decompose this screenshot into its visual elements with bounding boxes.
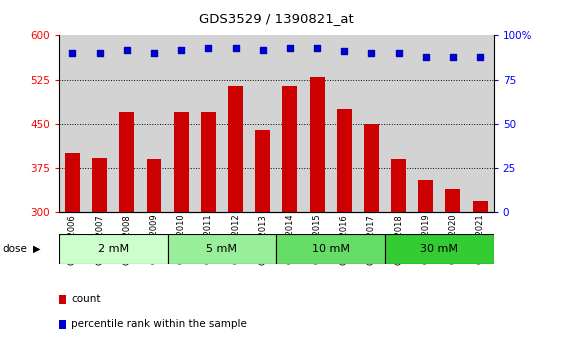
Text: 30 mM: 30 mM: [420, 244, 458, 254]
Bar: [222, 35, 249, 212]
Bar: [228, 86, 243, 212]
Bar: [174, 112, 188, 212]
Bar: [439, 35, 467, 212]
Point: [394, 50, 403, 56]
Text: percentile rank within the sample: percentile rank within the sample: [71, 319, 247, 329]
Bar: [92, 158, 107, 212]
Bar: [472, 201, 488, 212]
Bar: [276, 234, 385, 264]
Bar: [282, 86, 297, 212]
Bar: [249, 35, 276, 212]
Point: [340, 48, 349, 54]
Bar: [168, 35, 195, 212]
Bar: [59, 35, 86, 212]
Text: 5 mM: 5 mM: [206, 244, 237, 254]
Text: 2 mM: 2 mM: [98, 244, 129, 254]
Bar: [385, 234, 494, 264]
Bar: [337, 109, 352, 212]
Point: [421, 54, 430, 59]
Text: count: count: [71, 294, 101, 304]
Point: [476, 54, 485, 59]
Bar: [201, 112, 216, 212]
Bar: [330, 35, 358, 212]
Bar: [419, 180, 433, 212]
Bar: [146, 159, 162, 212]
Text: 10 mM: 10 mM: [312, 244, 350, 254]
Point: [448, 54, 457, 59]
Point: [286, 45, 295, 51]
Point: [68, 50, 77, 56]
Point: [204, 45, 213, 51]
Bar: [86, 35, 113, 212]
Point: [258, 47, 267, 52]
Bar: [255, 130, 270, 212]
Bar: [412, 35, 439, 212]
Bar: [168, 234, 276, 264]
Bar: [304, 35, 330, 212]
Point: [95, 50, 104, 56]
Bar: [391, 159, 406, 212]
Point: [312, 45, 321, 51]
Text: ▶: ▶: [33, 244, 40, 254]
Point: [122, 47, 131, 52]
Bar: [276, 35, 304, 212]
Point: [177, 47, 186, 52]
Point: [367, 50, 376, 56]
Bar: [358, 35, 385, 212]
Bar: [385, 35, 412, 212]
Bar: [65, 153, 80, 212]
Text: GDS3529 / 1390821_at: GDS3529 / 1390821_at: [199, 12, 353, 25]
Bar: [59, 234, 168, 264]
Bar: [310, 77, 324, 212]
Bar: [140, 35, 168, 212]
Point: [231, 45, 240, 51]
Bar: [445, 189, 461, 212]
Point: [150, 50, 159, 56]
Bar: [113, 35, 140, 212]
Bar: [195, 35, 222, 212]
Bar: [364, 124, 379, 212]
Bar: [467, 35, 494, 212]
Bar: [119, 112, 134, 212]
Text: dose: dose: [3, 244, 27, 254]
